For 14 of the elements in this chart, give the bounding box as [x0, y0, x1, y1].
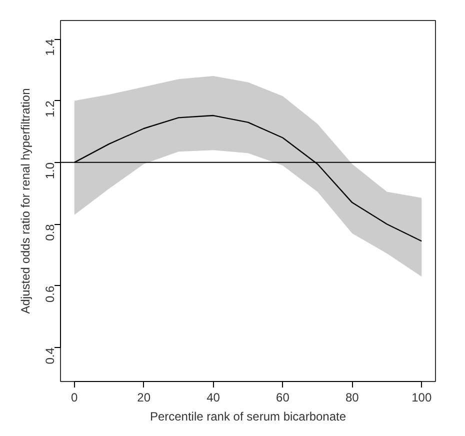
y-tick-label: 1.0: [43, 162, 57, 180]
y-tick-label: 0.6: [43, 286, 57, 303]
x-tick-label: 20: [137, 390, 151, 404]
y-tick-label: 1.4: [43, 38, 57, 56]
x-tick-label: 80: [345, 390, 360, 404]
x-tick-label: 100: [412, 390, 432, 404]
y-tick-label: 0.4: [43, 347, 57, 364]
y-axis-title: Adjusted odds ratio for renal hyperfiltration: [18, 88, 32, 314]
x-tick-label: 40: [206, 390, 220, 404]
x-axis-title: Percentile rank of serum bicarbonate: [150, 410, 346, 424]
x-tick-label: 60: [276, 390, 290, 404]
y-tick-label: 1.2: [43, 100, 57, 118]
y-tick-label: 0.8: [43, 224, 57, 241]
x-tick-label: 0: [71, 390, 78, 404]
